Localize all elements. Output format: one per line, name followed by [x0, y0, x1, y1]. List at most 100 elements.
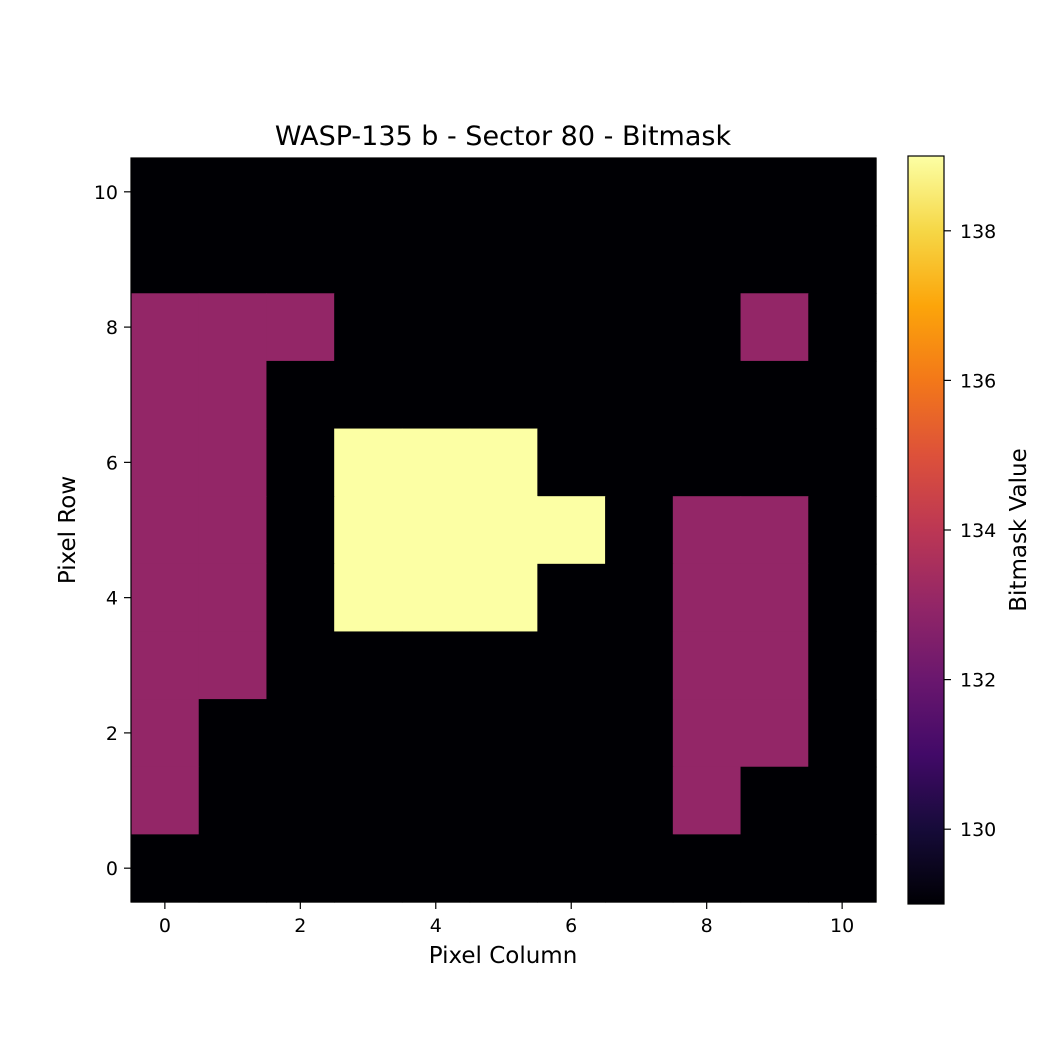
heatmap-cell: [672, 293, 742, 362]
heatmap-cell: [469, 158, 538, 227]
heatmap-cell: [198, 563, 268, 633]
heatmap-cell: [808, 563, 877, 633]
heatmap-cell: [266, 428, 335, 497]
heatmap-cell: [808, 631, 877, 700]
heatmap-cell: [469, 563, 538, 633]
heatmap-cell: [469, 496, 538, 565]
heatmap-cell: [740, 699, 809, 768]
heatmap-cell: [605, 225, 674, 294]
heatmap-cell: [198, 631, 268, 700]
heatmap-cell: [401, 293, 471, 362]
heatmap-cell: [672, 563, 742, 633]
heatmap-cell: [808, 496, 877, 565]
heatmap-cell: [740, 766, 809, 835]
colorbar-tick-label: 130: [960, 819, 996, 841]
heatmap-cell: [198, 496, 268, 565]
heatmap-cell: [131, 834, 200, 903]
y-tick-label: 6: [106, 452, 118, 474]
heatmap-cell: [266, 631, 335, 700]
heatmap-cell: [605, 699, 674, 768]
heatmap-cell: [672, 631, 742, 700]
heatmap-cell: [537, 563, 606, 633]
heatmap-cell: [537, 699, 606, 768]
x-tick-label: 0: [159, 915, 171, 937]
heatmap-cell: [401, 496, 471, 565]
heatmap-cell: [808, 699, 877, 768]
colorbar-label: Bitmask Value: [1006, 448, 1032, 611]
heatmap-cell: [740, 293, 809, 362]
heatmap-cell: [672, 699, 742, 768]
heatmap-cell: [672, 496, 742, 565]
colorbar-tick-label: 134: [960, 520, 996, 542]
heatmap-cell: [537, 293, 606, 362]
heatmap-cell: [605, 293, 674, 362]
heatmap-cell: [198, 360, 268, 430]
heatmap-cell: [131, 158, 200, 227]
heatmap-cell: [401, 360, 471, 430]
heatmap-cell: [266, 563, 335, 633]
heatmap-cell: [469, 428, 538, 497]
heatmap-cell: [740, 360, 809, 430]
heatmap-cell: [131, 496, 200, 565]
heatmap-cell: [401, 563, 471, 633]
colorbar-tick-label: 132: [960, 670, 996, 692]
heatmap-cell: [808, 225, 877, 294]
heatmap-cell: [401, 766, 471, 835]
heatmap-cell: [198, 225, 268, 294]
heatmap-cell: [537, 834, 606, 903]
heatmap-cell: [198, 699, 268, 768]
y-axis: 0 2 4 6 8 10: [94, 182, 131, 880]
heatmap-cell: [401, 428, 471, 497]
heatmap-cell: [266, 293, 335, 362]
x-tick-label: 8: [701, 915, 713, 937]
heatmap-cell: [334, 699, 403, 768]
heatmap-cell: [198, 158, 268, 227]
heatmap-cell: [198, 766, 268, 835]
y-axis-label: Pixel Row: [55, 476, 81, 584]
plot-frame: [130, 157, 877, 903]
heatmap-cell: [334, 834, 403, 903]
heatmap-cell: [266, 360, 335, 430]
heatmap-cell: [808, 293, 877, 362]
heatmap-cell: [131, 699, 200, 768]
heatmap-cell: [808, 360, 877, 430]
heatmap-cell: [537, 360, 606, 430]
heatmap-cell: [605, 834, 674, 903]
heatmap-cell: [469, 766, 538, 835]
heatmap-cell: [401, 225, 471, 294]
heatmap-cell: [131, 360, 200, 430]
heatmap-cell: [740, 496, 809, 565]
y-tick-label: 0: [106, 858, 118, 880]
colorbar-tick-label: 138: [960, 221, 996, 243]
heatmap-cell: [605, 766, 674, 835]
heatmap-cell: [401, 631, 471, 700]
colorbar-axis: 130 132 134 136 138: [944, 221, 996, 841]
heatmap-cell: [131, 225, 200, 294]
heatmap-cell: [469, 360, 538, 430]
x-tick-label: 10: [830, 915, 854, 937]
x-tick-label: 2: [294, 915, 306, 937]
heatmap-cell: [605, 360, 674, 430]
heatmap-cells: [131, 158, 877, 903]
heatmap-cell: [808, 766, 877, 835]
x-tick-label: 6: [565, 915, 577, 937]
heatmap-cell: [131, 631, 200, 700]
heatmap-cell: [740, 428, 809, 497]
heatmap-cell: [537, 631, 606, 700]
heatmap-cell: [334, 631, 403, 700]
heatmap-cell: [131, 293, 200, 362]
heatmap-cell: [334, 360, 403, 430]
y-tick-label: 10: [94, 182, 118, 204]
heatmap-cell: [266, 766, 335, 835]
heatmap-cell: [740, 563, 809, 633]
heatmap-cell: [672, 766, 742, 835]
heatmap-cell: [334, 563, 403, 633]
heatmap-cell: [469, 631, 538, 700]
heatmap-cell: [266, 834, 335, 903]
heatmap-cell: [334, 293, 403, 362]
y-tick-label: 2: [106, 723, 118, 745]
heatmap-cell: [198, 293, 268, 362]
heatmap-cell: [131, 563, 200, 633]
heatmap-cell: [605, 563, 674, 633]
x-tick-label: 4: [430, 915, 442, 937]
